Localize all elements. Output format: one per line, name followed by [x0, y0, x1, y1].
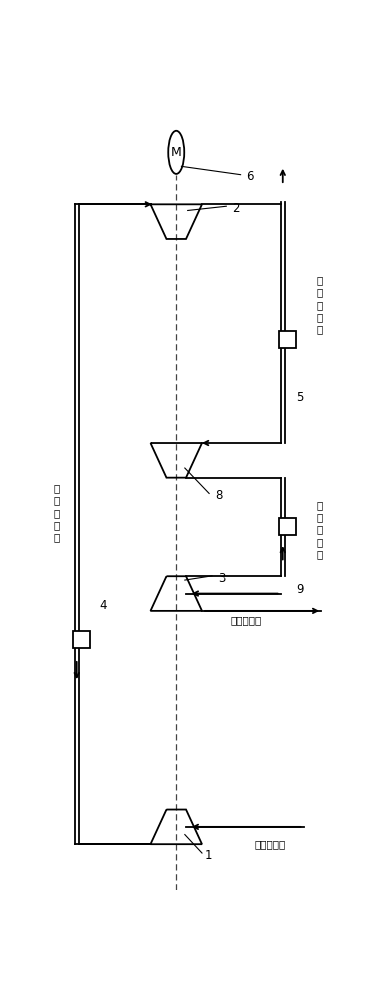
Bar	[279, 331, 296, 348]
Text: 4: 4	[99, 599, 107, 612]
Text: 6: 6	[246, 170, 254, 183]
Text: 5: 5	[296, 391, 304, 404]
Text: 9: 9	[296, 583, 304, 596]
Text: 高
温
热
介
质: 高 温 热 介 质	[316, 275, 323, 335]
Text: 8: 8	[215, 489, 222, 502]
Text: M: M	[171, 146, 182, 159]
Text: 1: 1	[205, 849, 212, 862]
Text: 被加热介质: 被加热介质	[231, 615, 262, 625]
Text: 高
温
热
介
质: 高 温 热 介 质	[316, 500, 323, 559]
Text: 被加热介质: 被加热介质	[255, 839, 286, 849]
Bar	[73, 631, 90, 648]
Text: 2: 2	[232, 202, 239, 215]
Text: 低
温
热
介
质: 低 温 热 介 质	[53, 483, 59, 542]
Bar	[279, 518, 296, 535]
Text: 3: 3	[218, 572, 225, 585]
